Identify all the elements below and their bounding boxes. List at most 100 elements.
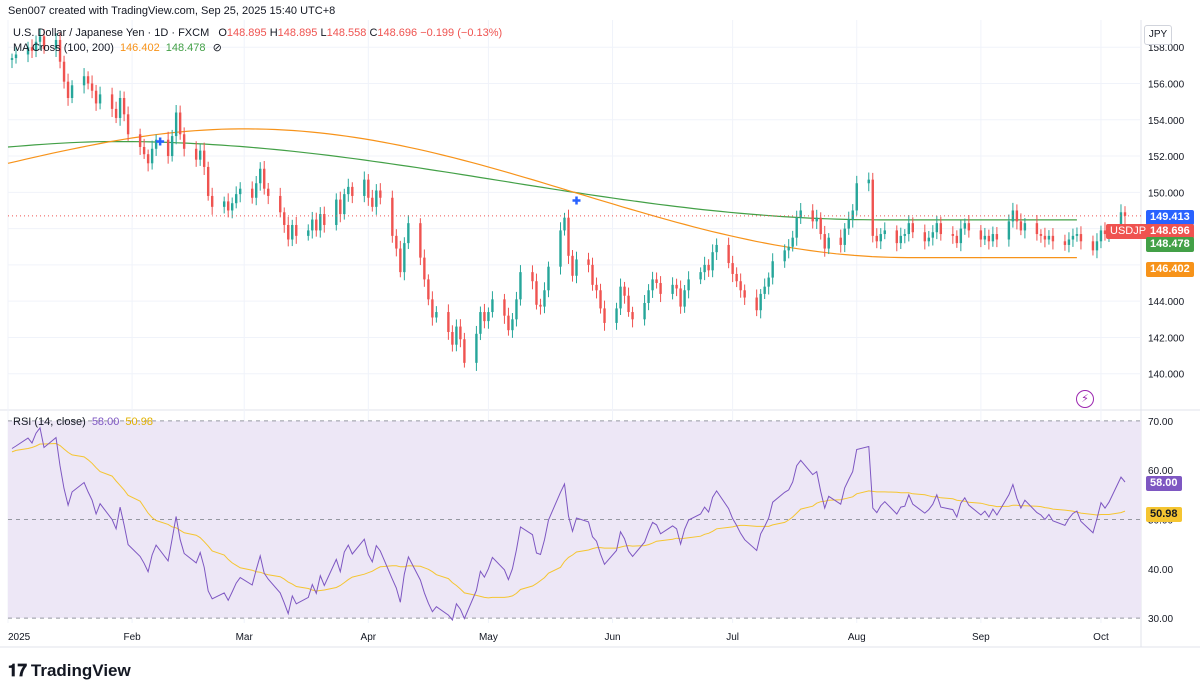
candle [279, 187, 282, 218]
candle-body [899, 235, 902, 244]
candle [531, 265, 534, 290]
candle-body [599, 290, 602, 309]
high-label: H [269, 27, 278, 39]
candle [483, 303, 486, 329]
price-tick-label: 140.000 [1148, 370, 1185, 381]
candle [707, 259, 710, 277]
candle-body [883, 230, 886, 235]
lightning-icon[interactable]: ⚡ [1076, 390, 1094, 408]
candle [202, 142, 206, 176]
candle-body [967, 223, 971, 231]
candle-body [98, 94, 102, 104]
candle [603, 300, 606, 331]
candle-body [82, 76, 86, 86]
candle-body [118, 98, 122, 118]
currency-button[interactable]: JPY [1144, 25, 1172, 45]
candle-body [267, 188, 270, 196]
candle [1103, 222, 1107, 241]
candle [967, 215, 971, 238]
candle [743, 284, 746, 305]
high-price-tag: 149.413 [1146, 210, 1194, 225]
candle [118, 90, 122, 126]
candle [26, 41, 30, 63]
candle [1015, 204, 1019, 230]
candle-body [447, 312, 450, 332]
candle [687, 271, 690, 299]
candle [675, 278, 678, 297]
candle [1091, 235, 1095, 256]
candle-body [475, 333, 478, 363]
logo-text: TradingView [30, 661, 131, 680]
candle [839, 229, 842, 253]
candle [166, 131, 170, 164]
candle [1071, 228, 1075, 247]
candle-body [391, 197, 394, 236]
candle-body [591, 264, 594, 285]
candle [587, 252, 590, 273]
candle [503, 293, 506, 324]
candle-body [571, 255, 574, 276]
candle [679, 280, 682, 314]
candle-body [178, 112, 182, 135]
candle [931, 225, 935, 246]
candle-body [431, 299, 434, 318]
candle [339, 191, 342, 223]
candle-body [1095, 241, 1099, 251]
candle [759, 289, 762, 319]
candle-body [627, 295, 630, 313]
symbol-tag: USDJPY [1106, 224, 1158, 239]
candle-body [595, 284, 598, 291]
candle-body [815, 217, 818, 222]
candle [795, 210, 798, 246]
candle-body [283, 212, 286, 225]
candle [447, 304, 450, 340]
candle [198, 144, 202, 166]
tradingview-logo: 𝟏𝟕 TradingView [8, 661, 131, 681]
ma-legend[interactable]: MA Cross (100, 200) 146.402 148.478 ⊘ [13, 41, 222, 54]
candle-body [951, 234, 955, 236]
rsi-tick-label: 30.00 [1148, 614, 1173, 625]
candle-body [451, 332, 454, 345]
candle-body [987, 235, 991, 242]
candle-body [379, 190, 382, 198]
candle [42, 29, 46, 54]
candle [923, 224, 927, 250]
ma-cross-marker [572, 196, 581, 205]
candle [451, 325, 454, 352]
candle [459, 319, 462, 348]
candle [226, 193, 230, 218]
candle-body [291, 224, 294, 240]
candle-body [983, 235, 987, 240]
candle [739, 273, 742, 298]
candle-body [90, 83, 94, 91]
candle-body [347, 186, 350, 195]
symbol-description: U.S. Dollar / Japanese Yen · 1D · FXCM [13, 27, 210, 39]
candle-body [62, 61, 66, 82]
candle-body [1039, 234, 1043, 236]
candle [647, 284, 650, 311]
candle-body [507, 315, 510, 331]
candle [547, 261, 550, 298]
ma200-line [7, 140, 1077, 221]
candle [1123, 206, 1127, 224]
open-label: O [218, 27, 227, 39]
price-tick-label: 142.000 [1148, 333, 1185, 344]
visibility-icon[interactable]: ⊘ [212, 42, 222, 54]
candle-body [66, 81, 70, 98]
candle-body [671, 284, 674, 294]
rsi-legend[interactable]: RSI (14, close) 58.00 50.98 [13, 416, 153, 428]
candle [659, 276, 662, 303]
price-tick-label: 158.000 [1148, 43, 1185, 54]
candle [791, 230, 794, 252]
candle [1075, 227, 1079, 242]
candle-body [138, 134, 142, 147]
candle-body [731, 263, 734, 274]
candle [827, 233, 830, 255]
candle-body [535, 281, 538, 305]
candle-body [903, 234, 906, 236]
candle [335, 193, 338, 231]
candle [631, 306, 634, 328]
candle-body [255, 183, 258, 198]
candle [615, 302, 618, 330]
